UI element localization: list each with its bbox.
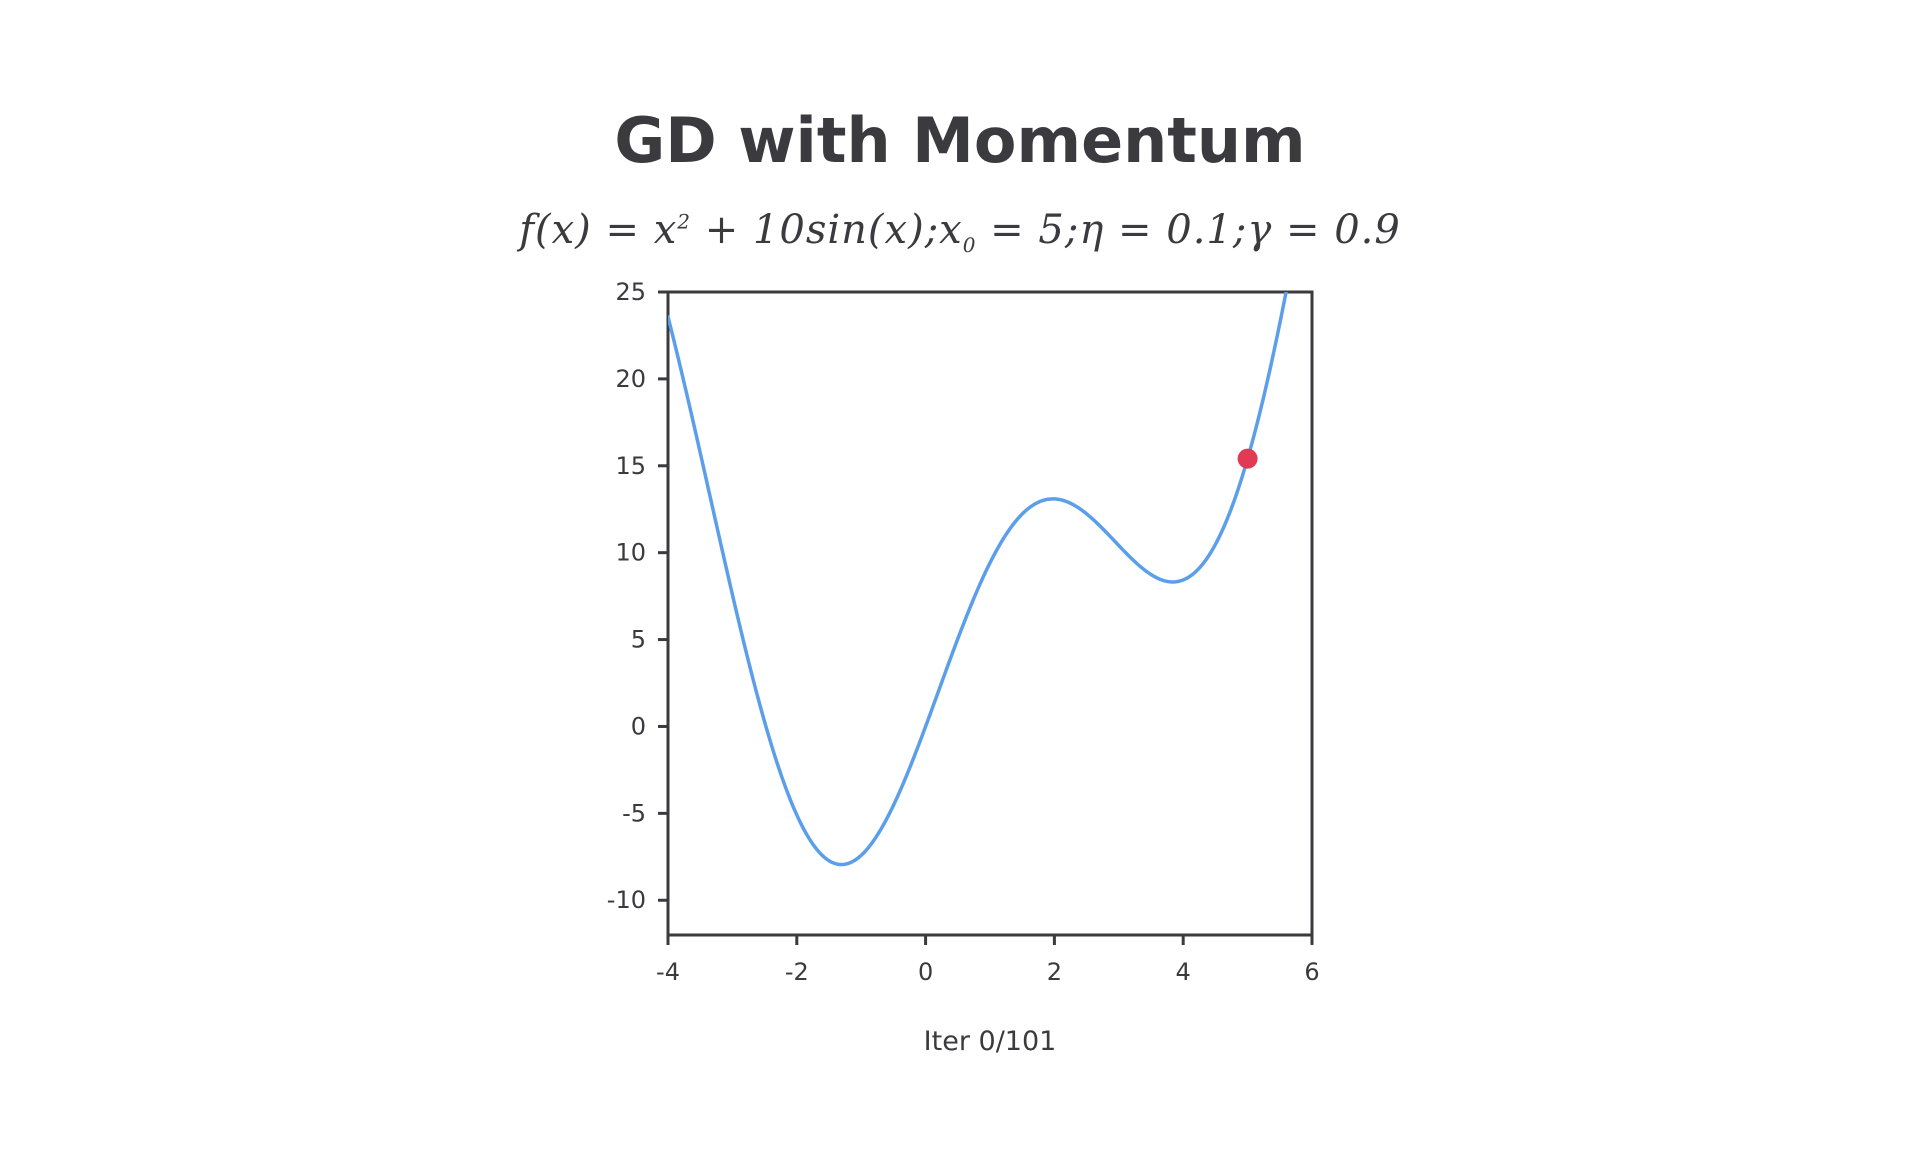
x-axis-label: Iter 0/101	[924, 1026, 1057, 1057]
y-tick-label: -10	[607, 886, 646, 914]
subtitle-subscript: 0	[962, 233, 977, 257]
plot-frame	[666, 290, 1314, 937]
y-tick-label: 0	[631, 712, 646, 740]
y-tick-label: 15	[615, 452, 646, 480]
subtitle-mid: + 10sin(x);x	[691, 207, 963, 253]
y-tick-label: 10	[615, 539, 646, 567]
marker-layer	[1237, 448, 1258, 469]
chart-title: GD with Momentum	[614, 104, 1306, 177]
y-tick-label: -5	[622, 799, 646, 827]
x-tick-label: -2	[785, 958, 809, 986]
x-tick-label: 0	[918, 958, 933, 986]
x-tick-label: 6	[1304, 958, 1319, 986]
current-point-marker	[1237, 448, 1258, 469]
subtitle-prefix: f(x) = x	[519, 207, 678, 253]
curve-layer	[668, 292, 1288, 867]
series-line	[668, 292, 1288, 867]
x-tick-label: 4	[1176, 958, 1191, 986]
axes-layer: -4 -2 0 2 4 6 -10 -5 0 5 10 15 20 25	[607, 278, 1320, 986]
y-tick-label: 25	[615, 278, 646, 306]
subtitle-exponent: 2	[677, 209, 691, 234]
y-tick-label: 5	[631, 626, 646, 654]
x-tick-label: -4	[656, 958, 680, 986]
y-tick-label: 20	[615, 365, 646, 393]
chart-subtitle: f(x) = x2 + 10sin(x);x0 = 5;η = 0.1;γ = …	[0, 206, 1920, 257]
x-tick-label: 2	[1047, 958, 1062, 986]
subtitle-suffix: = 5;η = 0.1;γ = 0.9	[976, 207, 1401, 253]
